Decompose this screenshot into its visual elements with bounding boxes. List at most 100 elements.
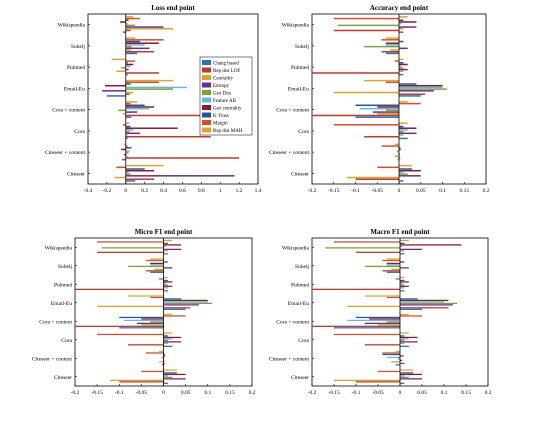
bar: [386, 356, 400, 359]
bar: [386, 258, 400, 260]
legend-swatch: [202, 127, 211, 133]
bar: [400, 332, 409, 334]
bar: [394, 143, 399, 146]
bar: [356, 316, 400, 319]
bar: [400, 313, 409, 316]
bar: [163, 307, 191, 309]
bar: [163, 276, 168, 279]
bar: [119, 316, 164, 319]
bar: [400, 279, 405, 282]
bar: [400, 372, 414, 374]
bar: [150, 321, 164, 323]
y-tick-label: Pubmed: [67, 65, 85, 71]
bar: [364, 295, 400, 297]
bar: [162, 364, 164, 366]
bar: [125, 130, 130, 133]
bar: [399, 173, 408, 175]
bar: [119, 381, 164, 383]
bar: [125, 132, 140, 135]
bar: [163, 299, 208, 302]
bar: [125, 22, 128, 25]
bar: [125, 127, 178, 129]
legend-swatch: [202, 67, 211, 73]
bar: [145, 259, 164, 262]
bar: [381, 39, 399, 41]
bar: [400, 373, 422, 376]
bar: [125, 129, 134, 131]
chart-panel-3: Micro F1 end point -0.2 -0.15 -0.1 -0.05 0 0.0…: [32, 228, 256, 396]
legend-label: Rep dist MAH: [213, 129, 243, 134]
bar: [394, 155, 399, 158]
bar: [364, 79, 399, 82]
bar: [385, 52, 399, 55]
x-tick-label: -0.1: [352, 390, 361, 396]
bar: [397, 358, 400, 360]
bar: [399, 102, 421, 105]
bar: [125, 40, 140, 43]
bar: [163, 372, 177, 374]
bar: [125, 157, 240, 159]
x-tick-label: 0.15: [461, 390, 471, 396]
bar: [145, 270, 164, 272]
x-tick-label: -0.4: [84, 188, 93, 194]
bar: [122, 124, 126, 126]
bar: [128, 344, 164, 346]
bar: [75, 325, 164, 327]
bar: [399, 164, 413, 167]
bar: [125, 101, 138, 103]
bar: [75, 288, 164, 290]
bar: [400, 336, 418, 339]
x-tick-label: 1: [219, 188, 222, 194]
bar: [125, 114, 202, 117]
bar: [334, 379, 400, 381]
bar: [400, 362, 405, 364]
chart-panel-4: Macro F1 end point -0.2 -0.15 -0.1 -0.05 0 0.0…: [269, 228, 492, 396]
bar: [399, 63, 408, 66]
bar: [400, 253, 405, 255]
bar: [397, 158, 399, 161]
bar: [399, 175, 421, 177]
bar: [399, 137, 408, 140]
bar: [400, 245, 403, 248]
bar: [400, 276, 405, 279]
y-tick-label: Citeseer: [291, 171, 309, 177]
bar: [382, 353, 400, 356]
legend-label: K Truss: [213, 114, 229, 119]
bar: [125, 52, 138, 55]
bar: [116, 166, 126, 169]
bar: [163, 281, 173, 283]
y-tick-label: Citeseer: [54, 375, 72, 381]
x-tick-label: 0.6: [179, 188, 186, 194]
y-tick-label: Wikispeedia: [282, 245, 310, 251]
bar: [400, 338, 409, 340]
bar: [97, 251, 164, 253]
bar: [121, 148, 126, 151]
bar: [369, 318, 400, 320]
bar: [125, 60, 136, 62]
y-tick-label: Pubmed: [291, 65, 309, 71]
bar: [400, 284, 405, 286]
bar: [125, 116, 132, 118]
bar: [97, 305, 164, 307]
bar: [125, 81, 159, 84]
bar: [125, 135, 211, 138]
bar: [123, 143, 126, 146]
bar: [399, 68, 408, 71]
bar: [356, 381, 400, 383]
bar: [125, 175, 235, 177]
bar: [399, 28, 404, 30]
bar: [125, 83, 131, 85]
bar: [400, 301, 444, 303]
bar: [163, 355, 166, 357]
bar: [377, 113, 399, 115]
bar: [381, 50, 399, 53]
x-tick-label: -0.1: [351, 188, 360, 194]
bar: [120, 21, 126, 23]
bar: [400, 285, 409, 288]
y-tick-label: Wikispeedia: [58, 23, 86, 29]
bar: [163, 373, 186, 376]
y-tick-label: Citeseer + content: [45, 150, 86, 156]
bar: [161, 356, 164, 359]
y-tick-label: Cora: [61, 338, 72, 344]
